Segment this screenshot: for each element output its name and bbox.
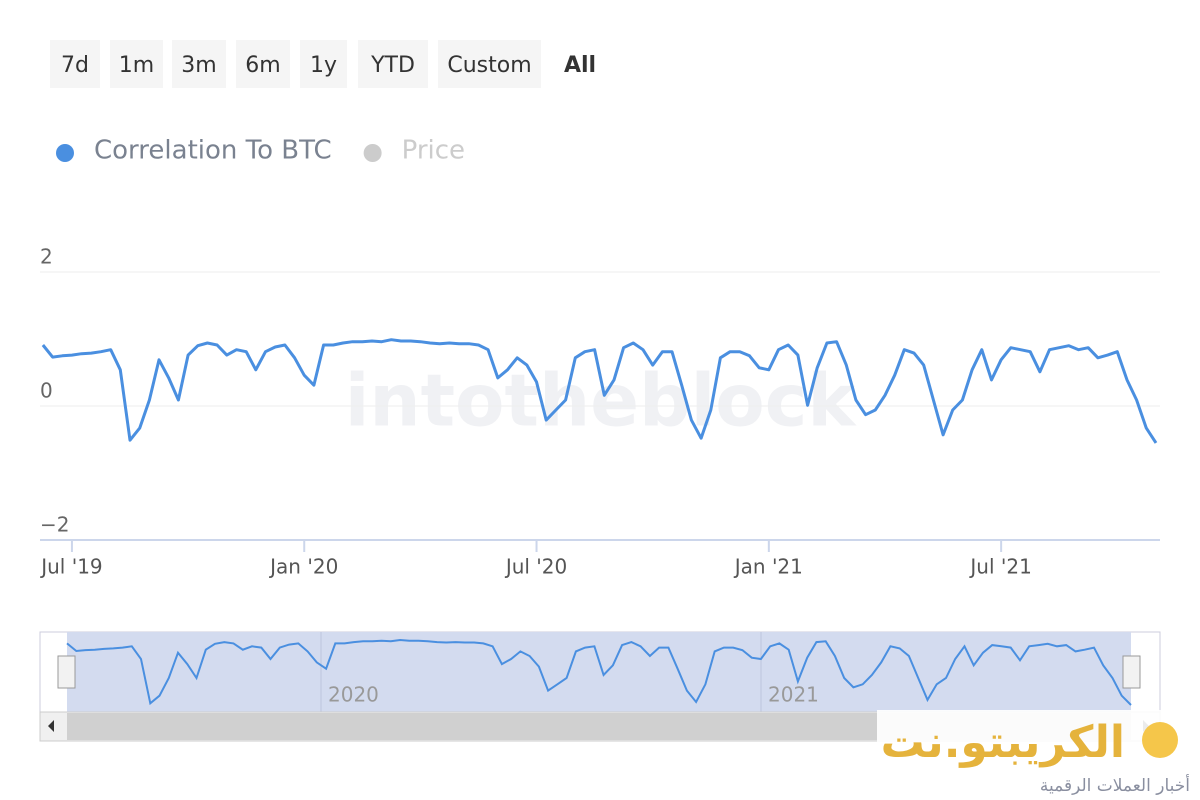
x-tick-label: Jan '21 [733,555,803,579]
y-tick-label: 0 [40,379,53,403]
navigator-handle[interactable] [57,655,76,689]
x-tick-label: Jul '20 [504,555,567,579]
navigator-line [66,638,1132,706]
range-button[interactable] [236,40,290,88]
logo-icon [1142,722,1178,758]
x-tick-label: Jul '21 [968,555,1031,579]
range-button[interactable] [172,40,226,88]
legend-label[interactable]: Correlation To BTC [94,136,332,166]
range-button[interactable] [50,40,100,88]
range-button-label[interactable]: 1m [119,53,154,78]
series-line [41,338,1158,444]
range-button-label[interactable]: All [564,53,596,78]
legend-label[interactable]: Price [402,136,465,166]
logo-subtitle: أخبار العملات الرقمية [1040,774,1190,796]
range-button[interactable] [438,40,541,88]
navigator-handle[interactable] [1122,655,1141,689]
logo-bg [877,710,1200,800]
range-button-label[interactable]: 1y [310,53,337,78]
range-button-label[interactable]: 3m [181,53,216,78]
range-button-label[interactable]: 6m [245,53,280,78]
x-tick-label: Jul '19 [39,555,102,579]
logo-title: الكريبتو.نت [881,717,1125,768]
range-button[interactable] [300,40,347,88]
navigator-label: 2020 [328,683,379,707]
y-tick-label: −2 [40,513,69,537]
navigator-selection[interactable] [67,632,1131,712]
range-button-label[interactable]: YTD [370,53,415,78]
legend-marker[interactable] [56,144,74,162]
watermark: intotheblock [345,359,858,443]
range-button[interactable] [110,40,163,88]
range-button-label[interactable]: Custom [447,53,531,78]
legend-marker[interactable] [363,144,382,162]
navigator-label: 2021 [768,683,819,707]
range-button[interactable] [358,40,428,88]
range-button-label[interactable]: 7d [61,53,89,78]
x-tick-label: Jan '20 [268,555,338,579]
y-tick-label: 2 [40,245,53,269]
